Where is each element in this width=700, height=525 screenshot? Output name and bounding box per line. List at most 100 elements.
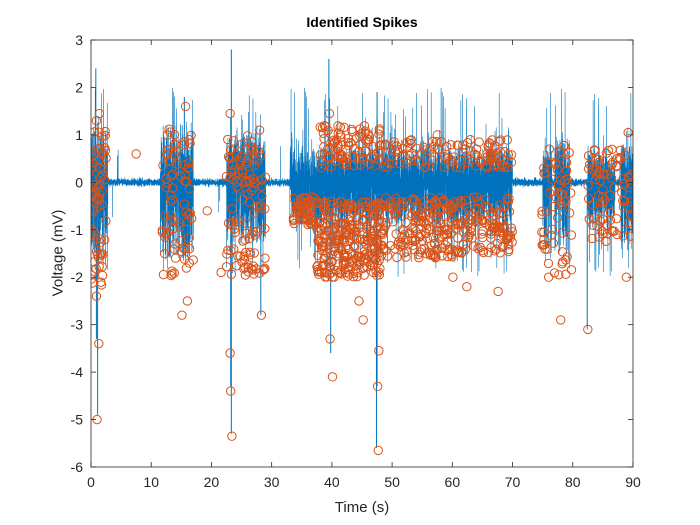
spike-marker [351,226,361,236]
spike-marker [618,202,629,212]
y-tick-label: 0 [75,174,83,190]
spike-marker [178,243,189,253]
spike-marker [243,267,253,277]
spike-marker [486,153,496,163]
spike-marker [490,150,501,161]
spike-marker [333,121,343,131]
spike-marker [229,165,239,175]
spike-marker [553,180,564,191]
spike-marker [626,179,633,189]
spike-marker [226,167,236,177]
spike-marker [446,140,456,150]
spike-marker [624,201,633,212]
spike-marker [357,197,368,208]
spike-marker [225,108,235,119]
spike-marker [605,190,615,201]
spike-marker [391,197,401,207]
spike-marker [458,140,468,150]
spike-marker [375,146,385,156]
spike-marker [350,206,360,216]
spike-marker [238,194,248,205]
spike-marker [326,162,336,172]
spike-marker [91,278,98,288]
spike-marker [325,262,335,273]
spike-marker [363,129,373,139]
y-tick-label: 3 [75,32,83,48]
spike-marker [566,265,577,275]
spike-marker [325,236,335,247]
spike-marker [384,158,394,169]
spike-marker [223,134,233,145]
spike-marker [468,192,479,203]
spike-marker [296,209,306,219]
spike-marker [202,206,212,216]
spike-marker [225,145,236,155]
spike-marker [432,130,442,140]
spike-marker [561,165,572,176]
spike-marker [419,142,429,153]
spike-marker [348,268,359,279]
spike-marker [247,229,257,239]
y-tick-label: 2 [75,79,83,95]
spike-marker [463,157,473,168]
spike-marker [437,232,447,242]
spike-marker [359,249,370,260]
spike-marker [410,195,420,206]
spike-marker [601,148,612,159]
spike-marker [364,131,375,142]
spike-marker [427,136,438,147]
spike-marker [163,227,173,238]
spike-marker [165,196,175,207]
spike-marker [167,183,178,193]
spike-marker [432,223,442,233]
spike-marker [597,203,607,214]
spike-marker [319,253,329,264]
spike-marker [228,136,239,146]
spike-marker [482,201,492,212]
spike-marker [221,262,232,272]
spike-marker [499,202,510,212]
spike-marker [167,194,178,205]
spike-marker [504,193,514,204]
spike-marker [170,253,181,263]
spike-marker [607,160,617,170]
spike-marker [583,151,594,161]
spike-marker [465,134,476,145]
spike-marker [223,245,233,255]
x-tick-label: 10 [143,474,159,490]
spike-marker [493,286,503,297]
spike-marker [160,211,170,221]
spike-marker [611,153,622,164]
spike-marker [358,263,368,273]
y-tick-label: -5 [71,412,84,428]
spike-marker [552,212,563,223]
spike-marker [184,158,194,168]
spike-marker [388,205,398,215]
spike-marker [402,158,412,168]
spike-marker [597,226,607,236]
spike-marker [227,431,237,441]
spike-marker [301,214,311,225]
spike-marker [183,233,194,243]
spike-marker [301,204,312,215]
spike-marker [583,180,593,191]
spike-marker [341,160,352,170]
spike-marker [589,145,600,156]
y-tick-label: -2 [71,269,84,285]
spike-marker [229,224,240,234]
spike-marker [175,222,185,232]
spike-marker [337,225,347,236]
spike-marker [401,197,411,207]
spike-marker [164,155,175,166]
spike-marker [313,250,323,260]
spike-marker [398,151,408,161]
spike-marker [169,244,180,254]
spike-marker [162,145,173,155]
spike-marker [398,224,408,235]
y-tick-label: 1 [75,127,83,143]
spike-marker [564,208,575,218]
spike-marker [480,194,490,205]
spike-marker [337,151,347,162]
spike-marker [615,145,626,156]
